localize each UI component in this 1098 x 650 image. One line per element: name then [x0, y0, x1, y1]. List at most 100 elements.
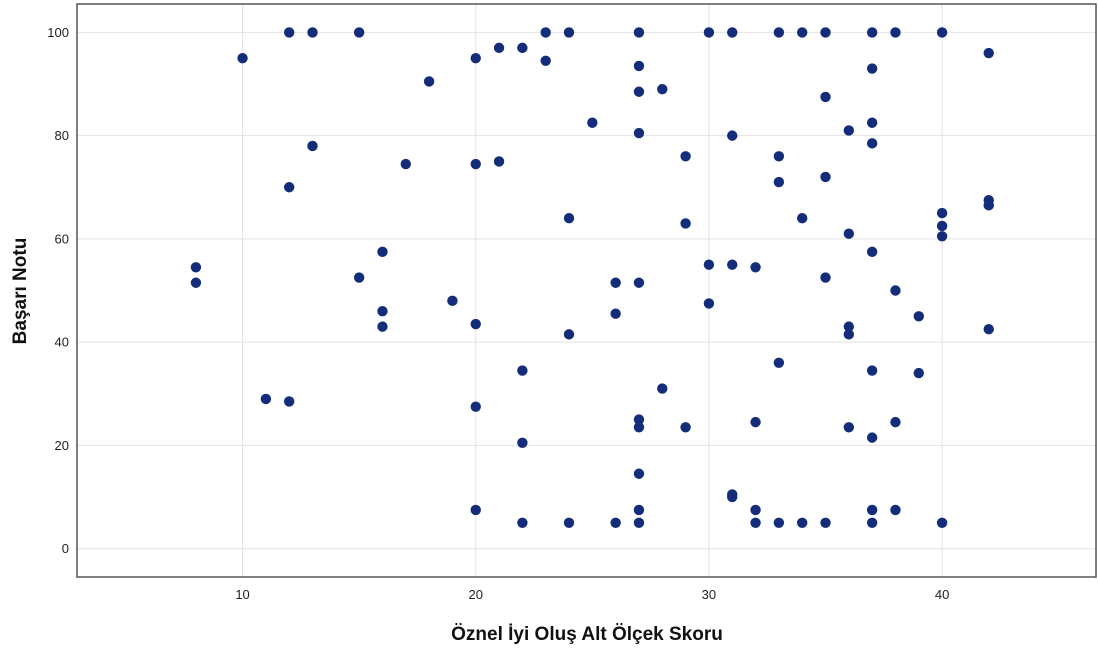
data-point: [773, 151, 785, 162]
data-point: [470, 318, 481, 330]
data-point: [936, 27, 948, 38]
data-point: [796, 517, 808, 528]
data-point: [820, 91, 831, 103]
data-point: [657, 383, 668, 394]
data-point: [517, 517, 528, 528]
data-point: [703, 27, 715, 38]
data-point: [657, 83, 668, 95]
data-point: [283, 27, 295, 38]
x-axis-title: Öznel İyi Oluş Alt Ölçek Skoru: [451, 624, 723, 645]
data-point: [610, 308, 621, 319]
data-point: [796, 27, 808, 38]
plot-frame: [76, 3, 1097, 578]
data-point: [866, 138, 878, 149]
data-point: [633, 60, 645, 72]
data-point: [493, 156, 505, 167]
data-point: [680, 218, 691, 229]
data-point: [936, 231, 948, 242]
gridlines: [77, 4, 1096, 577]
data-point: [890, 285, 901, 296]
data-point: [983, 324, 994, 335]
data-point: [307, 27, 318, 38]
data-point: [796, 213, 808, 224]
data-point: [750, 504, 761, 516]
data-point: [540, 55, 551, 66]
data-point: [610, 277, 621, 288]
data-point: [936, 220, 948, 232]
data-point: [563, 517, 575, 528]
data-point: [633, 127, 645, 139]
data-point: [820, 27, 831, 38]
data-point: [447, 295, 458, 307]
y-tick-label: 60: [55, 231, 69, 246]
data-point: [773, 357, 785, 368]
data-point: [633, 468, 645, 479]
data-point: [703, 259, 715, 270]
x-tick-label: 10: [235, 587, 249, 602]
data-point: [773, 517, 785, 528]
data-point: [866, 117, 878, 128]
data-point: [190, 262, 202, 273]
data-point: [727, 130, 738, 141]
data-point: [283, 396, 295, 407]
data-points: [190, 27, 994, 528]
data-point: [237, 53, 248, 64]
data-point: [563, 329, 575, 340]
data-point: [913, 367, 924, 379]
data-point: [983, 200, 994, 211]
y-tick-label: 20: [55, 438, 69, 453]
data-point: [353, 27, 365, 38]
x-tick-label: 20: [469, 587, 483, 602]
data-point: [470, 53, 481, 64]
data-point: [470, 401, 481, 412]
data-point: [470, 158, 481, 170]
data-point: [353, 272, 365, 283]
data-point: [820, 272, 831, 283]
x-tick-label: 30: [702, 587, 716, 602]
data-point: [820, 517, 831, 528]
data-point: [610, 517, 621, 528]
data-point: [727, 259, 738, 270]
data-point: [493, 42, 505, 54]
x-tick-label: 40: [935, 587, 949, 602]
data-point: [866, 432, 878, 443]
data-point: [377, 321, 388, 332]
data-point: [587, 117, 598, 128]
data-point: [307, 140, 318, 152]
data-point: [517, 42, 528, 54]
data-point: [703, 298, 715, 309]
data-point: [423, 76, 435, 87]
data-point: [633, 277, 645, 288]
data-point: [866, 365, 878, 376]
y-tick-label: 80: [55, 128, 69, 143]
data-point: [377, 305, 388, 317]
data-point: [633, 414, 645, 425]
data-point: [633, 517, 645, 528]
data-point: [983, 47, 994, 59]
data-point: [866, 27, 878, 38]
y-tick-label: 40: [55, 335, 69, 350]
data-point: [913, 311, 924, 322]
data-point: [820, 171, 831, 183]
data-point: [540, 27, 551, 38]
data-point: [517, 437, 528, 448]
data-point: [190, 277, 202, 288]
data-point: [563, 27, 575, 38]
data-point: [633, 27, 645, 38]
data-point: [750, 262, 761, 273]
y-axis-title: Başarı Notu: [10, 238, 31, 345]
data-point: [727, 491, 738, 503]
data-point: [633, 504, 645, 516]
data-point: [890, 504, 901, 516]
data-point: [866, 63, 878, 74]
data-point: [633, 422, 645, 433]
data-point: [750, 416, 761, 428]
tick-labels: 10 20 30 40 0 20 40 60 80 100: [47, 25, 949, 602]
data-point: [843, 329, 855, 340]
data-point: [936, 517, 948, 528]
data-point: [400, 158, 411, 170]
data-point: [843, 422, 855, 433]
data-point: [283, 182, 295, 193]
data-point: [866, 246, 878, 257]
